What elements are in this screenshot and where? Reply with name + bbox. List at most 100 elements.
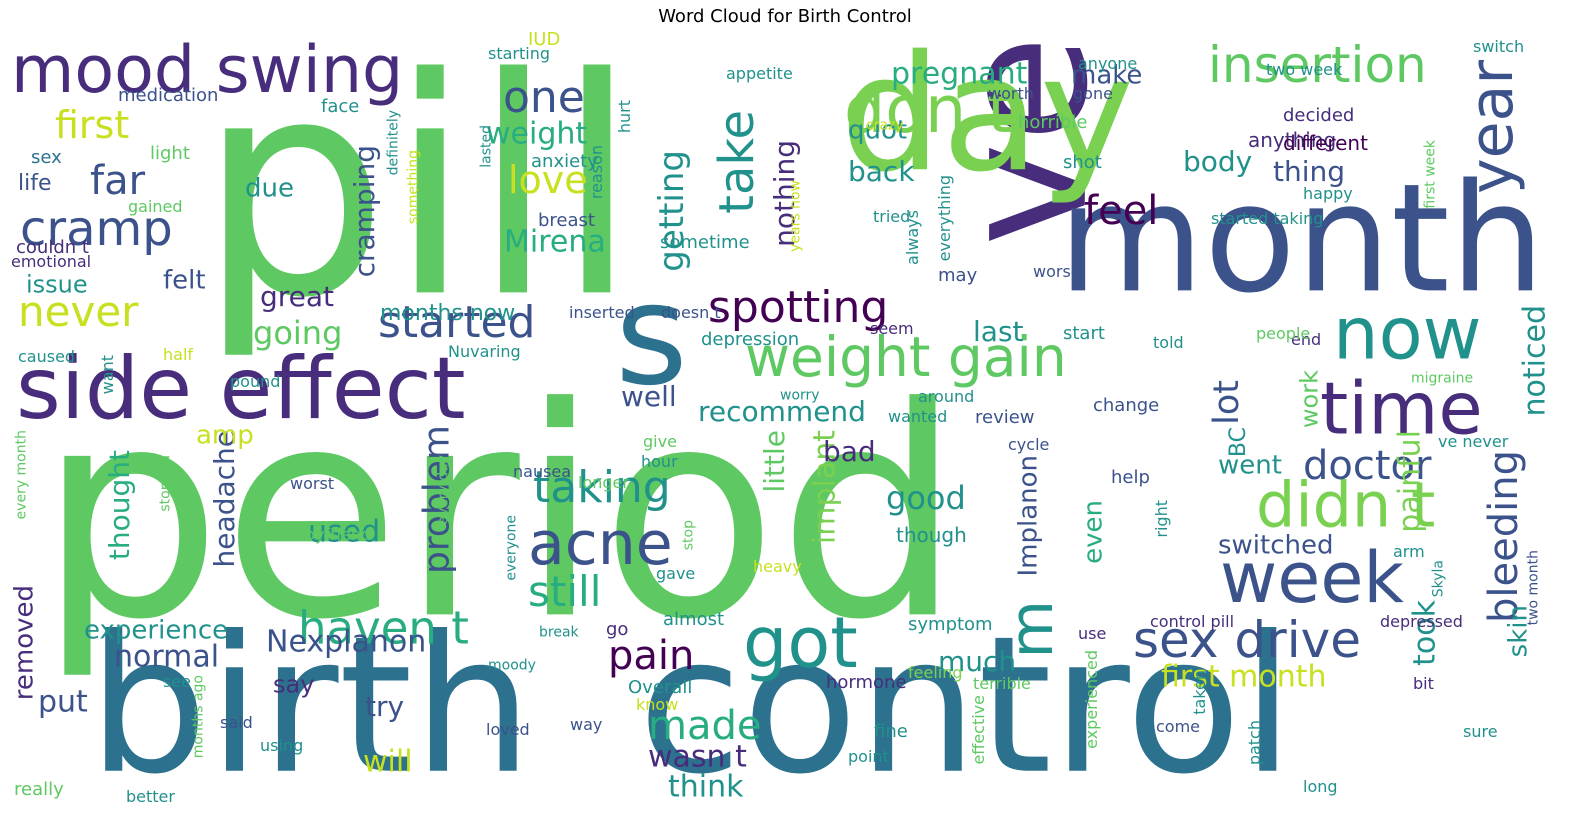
word-switch: switch	[1473, 37, 1524, 56]
word-see: see	[163, 672, 191, 691]
word-thing: thing	[1273, 155, 1345, 188]
word-sometime: sometime	[660, 232, 750, 253]
word-skin: skin	[1503, 605, 1533, 657]
word-first-month: first month	[1161, 660, 1327, 695]
word-time: time	[1320, 367, 1483, 451]
word-using: using	[260, 736, 303, 755]
word-different: different	[1283, 131, 1368, 155]
word-use: use	[1078, 624, 1106, 643]
word-definitely: definitely	[386, 110, 402, 175]
word-problem: problem	[417, 425, 458, 574]
word-put: put	[38, 685, 88, 720]
word-patch: patch	[1245, 720, 1264, 765]
word-don-t: don t	[844, 73, 1012, 148]
word-taken: taken	[1190, 670, 1209, 715]
word-still: still	[528, 567, 601, 616]
word-cramp: cramp	[20, 201, 173, 257]
word-ve-never: ve never	[1438, 432, 1509, 451]
word-anxiety: anxiety	[531, 151, 598, 172]
word-bleeding: bleeding	[1481, 450, 1527, 623]
word-nothing: nothing	[768, 140, 801, 247]
word-half: half	[163, 345, 193, 364]
word-thought: thought	[103, 450, 136, 560]
word-day: day	[840, 30, 1134, 207]
word-review: review	[975, 407, 1035, 428]
word-stopped: stopped	[158, 455, 174, 512]
word-insertion: insertion	[1208, 36, 1427, 94]
word-caused: caused	[18, 347, 75, 366]
word-little: little	[758, 430, 791, 493]
word-went: went	[1218, 450, 1282, 480]
word-fine: fine	[874, 721, 908, 742]
word-experienced: experienced	[1082, 650, 1101, 749]
word-first: first	[55, 103, 129, 147]
word-m: m	[997, 600, 1067, 658]
word-will: will	[363, 745, 413, 780]
word-depressed: depressed	[1380, 612, 1463, 631]
word-due: due	[245, 173, 294, 203]
word-spotting: spotting	[708, 282, 888, 333]
word-two-week: two week	[1266, 60, 1343, 79]
word-great: great	[260, 280, 334, 313]
word-love: love	[508, 158, 588, 202]
word-doesn-t: doesn t	[661, 303, 721, 322]
word-removed: removed	[9, 585, 39, 700]
word-something: something	[406, 150, 422, 224]
word-year: year	[1457, 60, 1527, 194]
word-now: now	[1333, 292, 1482, 376]
word-lasted: lasted	[479, 125, 495, 168]
word-said: said	[220, 713, 253, 732]
word-always: always	[903, 210, 922, 265]
word-symptom: symptom	[908, 614, 993, 635]
word-worse: worse	[1033, 262, 1081, 281]
word-made: made	[648, 703, 761, 749]
word-used: used	[308, 515, 380, 550]
word-going: going	[253, 314, 342, 352]
word-emotional: emotional	[11, 252, 91, 271]
word-switched: switched	[1218, 530, 1334, 560]
word-way: way	[570, 715, 602, 734]
word-longer: longer	[578, 473, 629, 492]
word-started: started	[378, 297, 535, 348]
word-effective: effective	[969, 695, 988, 765]
word-recommend: recommend	[698, 395, 866, 428]
word-noticed: noticed	[1518, 305, 1553, 416]
word-gave: gave	[656, 564, 695, 583]
word-hurt: hurt	[615, 100, 634, 133]
word-right: right	[1152, 500, 1171, 538]
word-acne: acne	[528, 509, 673, 579]
word-pound: pound	[230, 372, 280, 391]
word-told: told	[1153, 333, 1184, 352]
word-decided: decided	[1283, 105, 1354, 126]
word-mood-swing: mood swing	[11, 33, 403, 108]
word-well: well	[621, 380, 677, 413]
word-normal: normal	[114, 640, 219, 675]
word-good: good	[886, 479, 966, 517]
word-light: light	[150, 143, 190, 164]
word-months-ago: months ago	[191, 675, 207, 758]
word-implanon: Implanon	[1013, 455, 1043, 577]
word-reason: reason	[587, 145, 606, 199]
word-weight: weight	[486, 117, 587, 152]
word-around: around	[918, 387, 974, 406]
word-much: much	[938, 645, 1016, 678]
word-know: know	[636, 695, 678, 714]
word-anything: anything	[1248, 128, 1336, 152]
word-feel: feel	[1084, 188, 1158, 234]
word-everyone: everyone	[504, 515, 520, 581]
word-body: body	[1183, 145, 1252, 178]
word-experience: experience	[84, 615, 228, 645]
word-make: make	[1071, 60, 1142, 90]
word-months-now: months now	[380, 301, 515, 326]
word-taking: taking	[533, 462, 671, 513]
word-terrible: terrible	[973, 674, 1031, 693]
word-arm: arm	[1393, 542, 1425, 561]
word-loved: loved	[486, 720, 530, 739]
word-anyone: anyone	[1078, 54, 1137, 73]
word-though: though	[896, 523, 967, 547]
word-seem: seem	[870, 319, 914, 338]
word-think: think	[668, 770, 744, 805]
word-s: s	[615, 254, 688, 417]
word-sex: sex	[31, 147, 62, 168]
